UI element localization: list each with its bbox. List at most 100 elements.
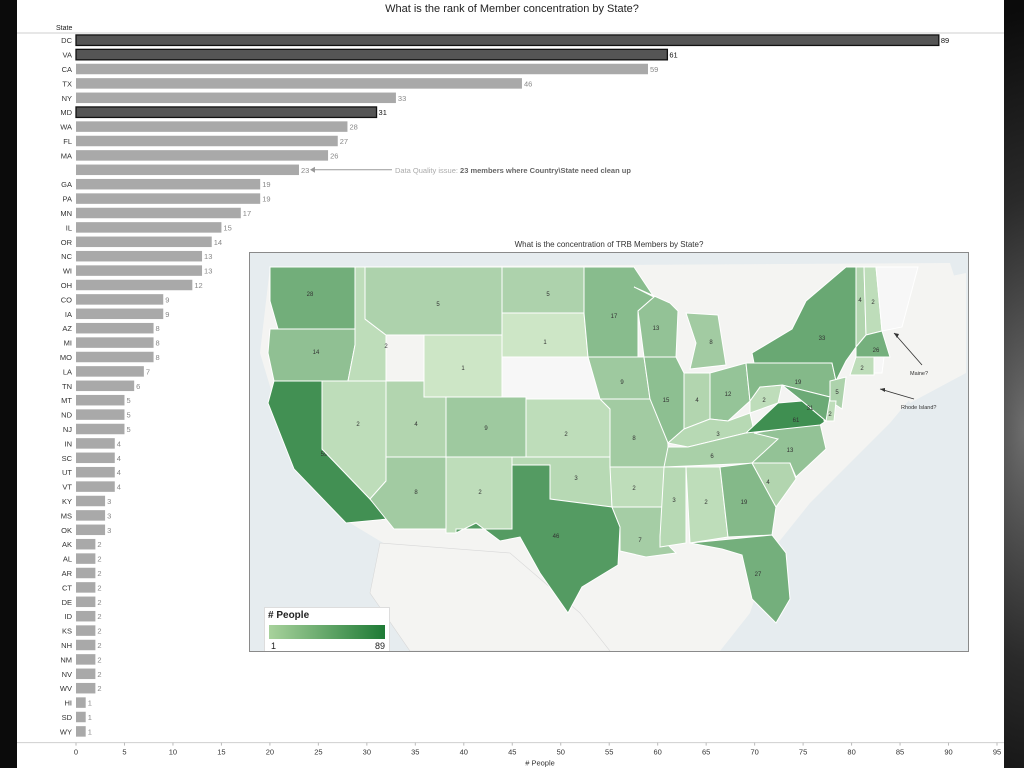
state-value-label: 2 bbox=[828, 412, 832, 418]
bar bbox=[76, 63, 648, 75]
callout-ri-line bbox=[879, 388, 915, 400]
annotation-text: Data Quality issue: 23 members where Cou… bbox=[395, 166, 631, 175]
bar-value-label: 13 bbox=[204, 267, 212, 276]
bar bbox=[76, 654, 96, 665]
bar bbox=[76, 250, 203, 262]
state-value-label: 33 bbox=[819, 336, 826, 342]
category-label: SC bbox=[62, 454, 73, 463]
bar bbox=[76, 150, 329, 161]
category-label: CO bbox=[61, 295, 72, 304]
bar bbox=[76, 308, 164, 320]
bar bbox=[76, 510, 106, 521]
state-mn bbox=[583, 266, 655, 358]
category-label: GA bbox=[61, 180, 72, 189]
annotation-message: 23 members where Country\State need clea… bbox=[460, 166, 631, 175]
bar bbox=[76, 553, 96, 564]
state-nc bbox=[750, 422, 827, 478]
state-oh bbox=[709, 362, 751, 422]
state-value-label: 2 bbox=[478, 490, 482, 496]
bar-value-label: 13 bbox=[204, 252, 212, 261]
state-value-label: 59 bbox=[321, 452, 328, 458]
state-nd bbox=[501, 266, 585, 314]
bar-value-label: 8 bbox=[156, 339, 160, 348]
x-tick-label: 80 bbox=[847, 748, 855, 757]
x-tick-label: 35 bbox=[411, 748, 419, 757]
category-label: SD bbox=[62, 713, 73, 722]
state-value-label: 13 bbox=[787, 448, 794, 454]
bar bbox=[76, 423, 125, 435]
bar bbox=[76, 697, 86, 708]
bar-value-label: 2 bbox=[97, 612, 101, 621]
bar bbox=[76, 639, 96, 651]
bar bbox=[76, 193, 261, 204]
mexico-land bbox=[369, 542, 611, 651]
state-value-label: 19 bbox=[741, 500, 748, 506]
category-label: HI bbox=[65, 699, 73, 708]
bar-value-label: 28 bbox=[349, 123, 357, 132]
x-tick-label: 40 bbox=[460, 748, 468, 757]
state-value-label: 3 bbox=[672, 498, 676, 504]
state-value-label: 8 bbox=[632, 436, 636, 442]
legend-color-ramp bbox=[269, 625, 385, 639]
map-frame[interactable]: 28 14 59 2 2 5 1 4 8 9 2 5 1 2 3 46 17 9 8 2 7 13 15 8 4 12 3 6 3 2 19… bbox=[249, 252, 969, 652]
state-value-label: 61 bbox=[793, 418, 800, 424]
category-label: OK bbox=[61, 526, 72, 535]
bar-value-label: 2 bbox=[97, 598, 101, 607]
bar-value-label: 26 bbox=[330, 151, 338, 160]
legend-title: # People bbox=[268, 610, 310, 621]
map-title: What is the concentration of TRB Members… bbox=[514, 240, 704, 249]
bar bbox=[76, 351, 154, 363]
state-value-label: 5 bbox=[546, 292, 550, 298]
bar-value-label: 3 bbox=[107, 526, 111, 535]
legend-min-label: 1 bbox=[271, 641, 277, 651]
category-label: MO bbox=[60, 353, 72, 362]
category-label: MN bbox=[60, 209, 72, 218]
category-label: OH bbox=[61, 281, 72, 290]
state-ks bbox=[525, 398, 611, 458]
category-label: AL bbox=[63, 555, 72, 564]
bar bbox=[76, 625, 96, 636]
bar-value-label: 59 bbox=[650, 65, 658, 74]
category-label: MI bbox=[64, 339, 72, 348]
bar-value-label: 2 bbox=[97, 540, 101, 549]
state-value-label: 17 bbox=[611, 314, 618, 320]
bar-value-label: 17 bbox=[243, 209, 251, 218]
category-label: MD bbox=[60, 108, 72, 117]
bar bbox=[76, 582, 96, 593]
bar bbox=[76, 524, 106, 536]
category-label: NM bbox=[60, 655, 72, 664]
state-value-label: 7 bbox=[638, 538, 642, 544]
bar bbox=[76, 236, 212, 248]
bar-value-label: 9 bbox=[165, 310, 169, 319]
category-label: DC bbox=[61, 36, 72, 45]
bar bbox=[76, 279, 193, 291]
category-label: AZ bbox=[62, 324, 72, 333]
bar bbox=[76, 322, 154, 334]
state-value-label: 5 bbox=[835, 390, 839, 396]
category-label: PA bbox=[63, 195, 72, 204]
bar bbox=[76, 726, 86, 737]
legend-max-label: 89 bbox=[374, 641, 385, 651]
state-value-label: 2 bbox=[860, 366, 864, 372]
bar bbox=[76, 567, 96, 579]
bar-value-label: 2 bbox=[97, 569, 101, 578]
bar-value-label: 5 bbox=[126, 425, 130, 434]
state-value-label: 4 bbox=[414, 422, 418, 428]
category-label: NY bbox=[62, 94, 72, 103]
state-value-label: 2 bbox=[356, 422, 360, 428]
bar-value-label: 5 bbox=[126, 411, 130, 420]
category-label: OR bbox=[61, 238, 73, 247]
bar-value-label: 2 bbox=[97, 670, 101, 679]
category-label: NC bbox=[61, 252, 72, 261]
category-label: IL bbox=[66, 223, 72, 232]
bar-value-label: 2 bbox=[97, 555, 101, 564]
x-tick-label: 75 bbox=[799, 748, 807, 757]
state-value-label: 46 bbox=[553, 534, 560, 540]
bar-value-label: 15 bbox=[223, 223, 231, 232]
bar-value-label: 1 bbox=[88, 713, 92, 722]
x-tick-label: 65 bbox=[702, 748, 710, 757]
callout-ri-text: Rhode Island? bbox=[901, 405, 936, 411]
map-panel: What is the concentration of TRB Members… bbox=[249, 238, 969, 652]
bar-value-label: 7 bbox=[146, 367, 150, 376]
